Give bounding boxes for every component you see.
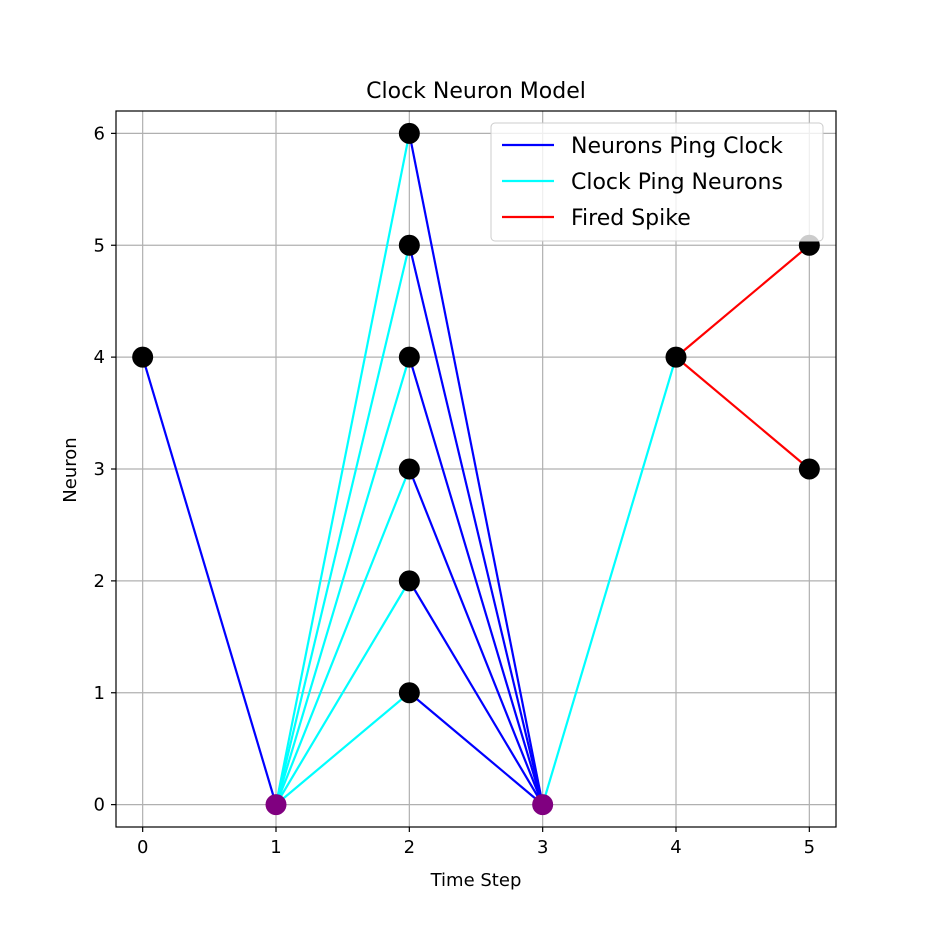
legend-box [490,122,824,242]
series-segment-neurons-ping-clock [141,356,278,805]
legend-label: Neurons Ping Clock [571,134,783,159]
y-tick-label: 2 [94,571,105,592]
y-tick-label: 1 [94,683,105,704]
ticks-layer: 0 1 2 3 4 5 0 1 2 3 4 5 6 [94,123,816,858]
y-tick-label: 5 [94,235,105,256]
series-segment-neurons-ping-clock [408,244,544,805]
legend: Neurons Ping Clock Clock Ping Neurons Fire… [490,122,824,242]
x-tick-label: 2 [404,837,415,858]
series-segment-clock-ping-neurons [274,468,411,806]
y-tick-label: 0 [94,795,105,816]
legend-label: Fired Spike [571,206,691,231]
series-segment-clock-ping-neurons [541,356,678,805]
y-tick-label: 4 [94,347,105,368]
y-tick-label: 3 [94,459,105,480]
data-point-marker [398,234,420,256]
data-point-marker [398,346,420,368]
series-segment-neurons-ping-clock [408,580,544,806]
series-segment-clock-ping-neurons [275,580,411,806]
x-tick-label: 1 [270,837,281,858]
series-segment-fired-spike [675,244,811,358]
x-tick-label: 0 [137,837,148,858]
x-tick-label: 3 [537,837,548,858]
data-point-marker [398,458,420,480]
series-layer [141,133,811,806]
series-segment-clock-ping-neurons [274,244,411,805]
data-point-marker [532,794,554,816]
chart-title: Clock Neuron Model [366,79,586,104]
series-segment-clock-ping-neurons [275,691,411,806]
data-point-marker [398,122,420,144]
x-tick-label: 4 [670,837,681,858]
data-point-marker [665,346,687,368]
x-tick-label: 5 [804,837,815,858]
series-segment-neurons-ping-clock [408,691,544,806]
data-point-marker [265,794,287,816]
y-axis-label: Neuron [60,437,81,502]
data-point-marker [132,346,154,368]
series-segment-neurons-ping-clock [408,356,544,805]
series-segment-clock-ping-neurons [274,356,411,805]
legend-label: Clock Ping Neurons [571,170,783,195]
series-segment-neurons-ping-clock [408,133,544,805]
y-tick-label: 6 [94,123,105,144]
series-segment-clock-ping-neurons [274,133,411,805]
data-point-marker [398,682,420,704]
series-segment-neurons-ping-clock [408,468,544,806]
x-axis-label: Time Step [430,870,522,891]
series-segment-fired-spike [675,356,811,470]
data-point-marker [798,458,820,480]
data-point-marker [398,570,420,592]
